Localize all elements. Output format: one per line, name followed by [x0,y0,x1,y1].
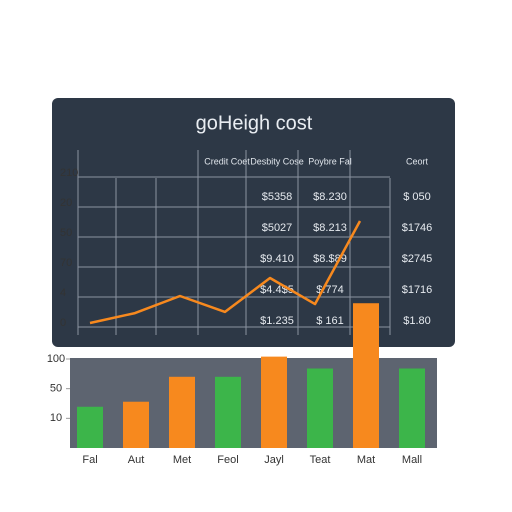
bar [215,376,241,448]
y-tick-label: 0 [60,317,66,329]
bar [123,401,149,448]
y-tick-label: 100 [47,353,65,365]
table-cell: $ 050 [403,191,431,203]
x-tick-label: Mat [357,454,375,466]
table-cell: $1746 [402,222,433,234]
y-tick-label: 10 [50,412,62,424]
y-tick-label: 50 [60,227,72,239]
panel [52,98,455,347]
bar [353,303,379,448]
column-header: Poybre Fal [308,156,352,166]
x-tick-label: Teat [310,454,331,466]
table-cell: $1.235 [260,315,294,327]
line [89,220,362,325]
y-tick-label: 20 [60,197,72,209]
y-tick-label: 70 [60,257,72,269]
table-cell: $1.80 [403,315,431,327]
table-cell: $9.410 [260,253,294,265]
table-cell: $8.213 [313,222,347,234]
x-tick-label: Met [173,454,191,466]
bar [169,376,195,448]
vertical-grid [77,150,391,335]
x-tick-label: Feol [217,454,238,466]
bar [77,406,103,448]
table-cell: $5358 [262,191,293,203]
table-cell: $1716 [402,284,433,296]
table-cell: $ 161 [316,315,344,327]
x-tick-label: Aut [128,454,145,466]
x-tick-label: Mall [402,454,422,466]
column-header: Ceort [406,156,429,166]
y-tick-label: 210 [60,167,78,179]
bar [261,356,287,448]
table-cell: $8.230 [313,191,347,203]
chart-title: goHeigh cost [196,112,313,134]
y-tick-label: 4 [60,287,66,299]
table-cell: $2745 [402,253,433,265]
y-tick-label: 50 [50,383,62,395]
bar [307,368,333,448]
table-cell: $5027 [262,222,293,234]
column-header: Credit Coet [204,156,250,166]
column-header: Desbity Cose [250,156,304,166]
bar [399,368,425,448]
x-tick-label: Fal [82,454,97,466]
x-tick-label: Jayl [264,454,284,466]
